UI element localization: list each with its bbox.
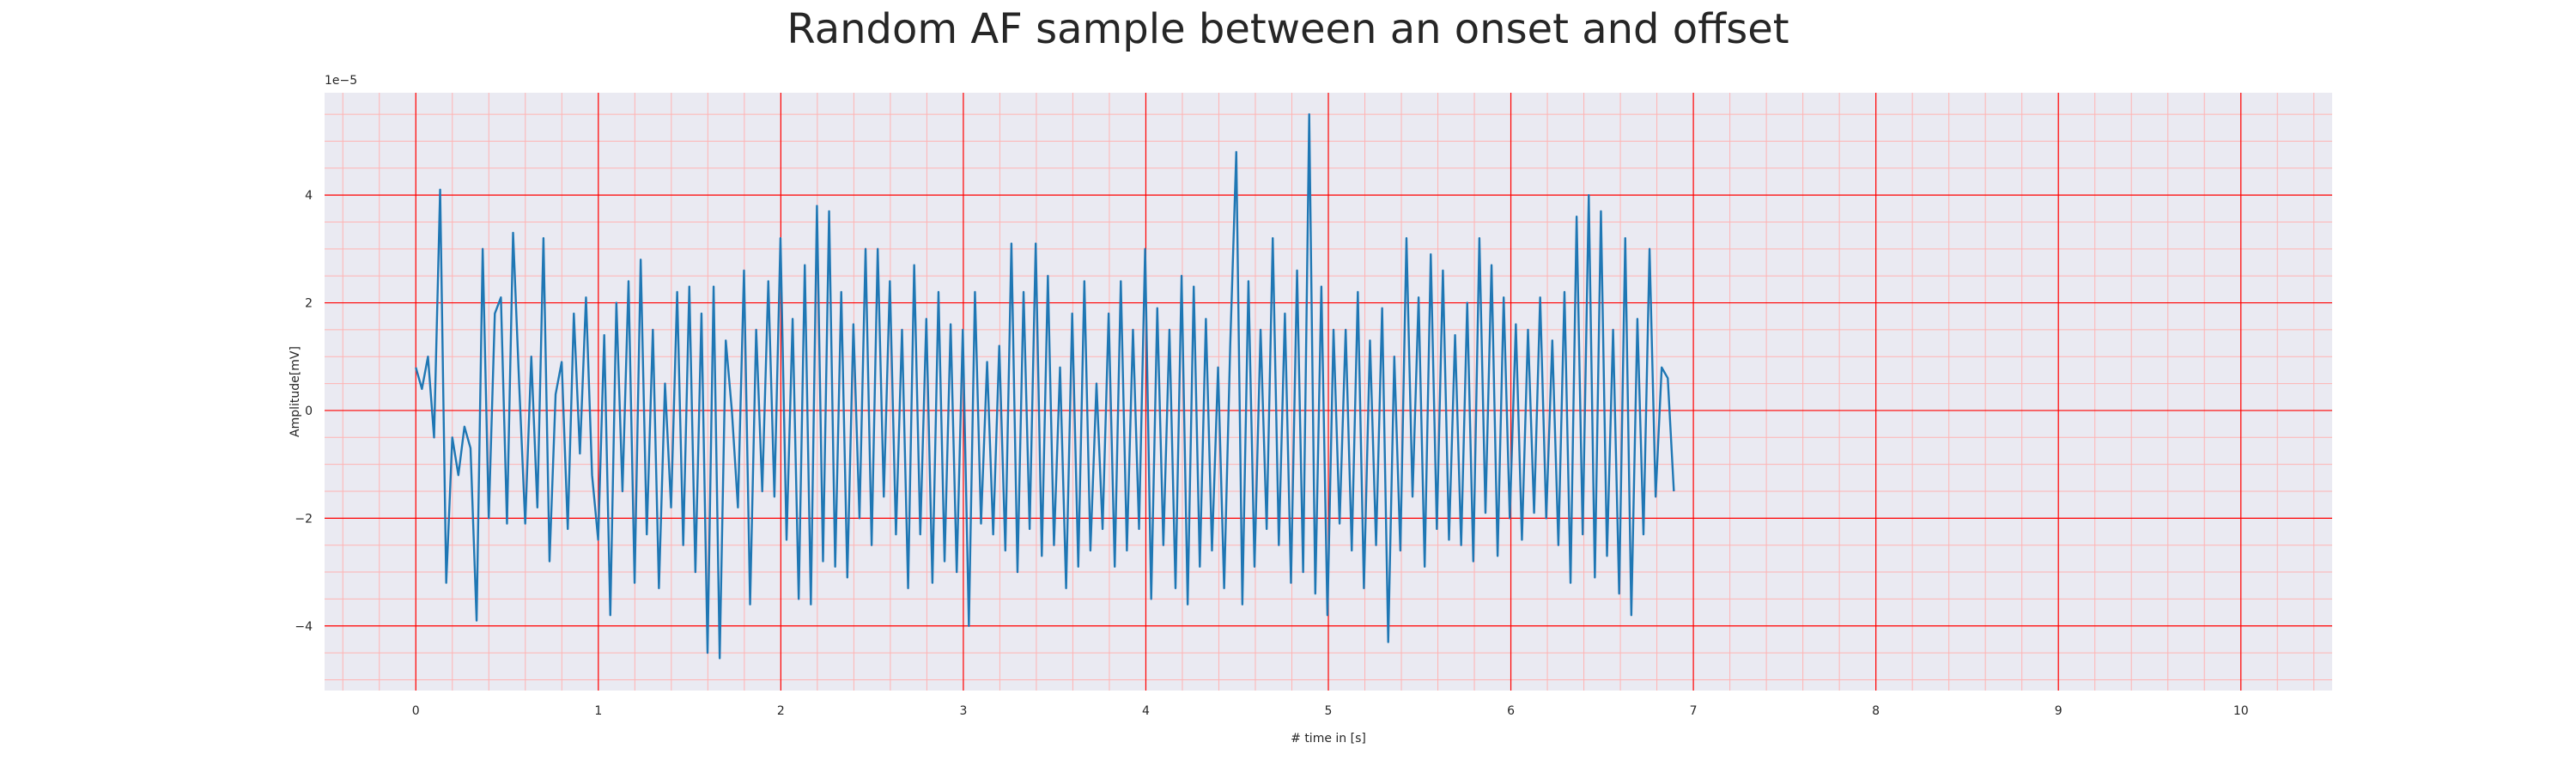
x-tick-label: 6 [1507, 704, 1515, 718]
x-tick-label: 8 [1872, 704, 1880, 718]
y-axis-label: Amplitude[mV] [289, 346, 302, 437]
x-tick-label: 3 [959, 704, 967, 718]
x-tick-label: 4 [1142, 704, 1150, 718]
y-axis-offset-label: 1e−5 [325, 74, 357, 88]
y-axis-ticks: −4 −2 0 2 4 [295, 189, 313, 634]
major-grid [325, 93, 2332, 691]
x-axis-label: # time in [s] [1291, 732, 1366, 746]
y-tick-label: 4 [305, 189, 313, 203]
chart-title: Random AF sample between an onset and of… [787, 5, 1789, 53]
x-tick-label: 5 [1325, 704, 1333, 718]
x-tick-label: 0 [412, 704, 420, 718]
x-tick-label: 2 [777, 704, 785, 718]
x-tick-label: 10 [2233, 704, 2249, 718]
y-tick-label: −4 [295, 620, 313, 634]
x-tick-label: 9 [2055, 704, 2063, 718]
y-tick-label: 0 [305, 405, 313, 418]
x-axis-ticks: 0 1 2 3 4 5 6 7 8 9 10 [412, 704, 2249, 718]
x-tick-label: 1 [594, 704, 602, 718]
y-tick-label: 2 [305, 297, 313, 311]
series-line-0 [415, 113, 1675, 660]
series-layer [415, 113, 1675, 660]
x-tick-label: 7 [1690, 704, 1698, 718]
y-tick-label: −2 [295, 512, 313, 526]
